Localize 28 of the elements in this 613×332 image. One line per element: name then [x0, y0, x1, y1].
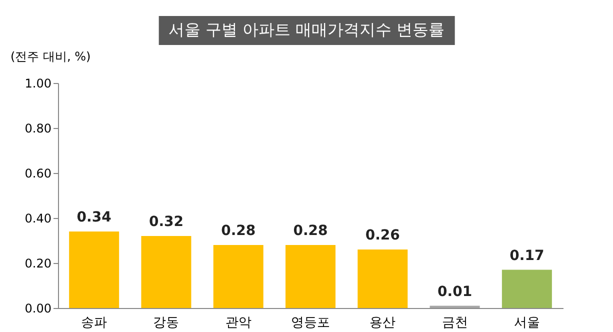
y-tick-label: 0.80 — [24, 122, 52, 136]
data-label: 0.32 — [148, 214, 184, 230]
y-tick-label: 0.40 — [24, 212, 52, 226]
x-tick-label: 송파 — [81, 316, 108, 330]
y-tick-label: 1.00 — [24, 76, 52, 90]
data-label: 0.34 — [76, 210, 112, 226]
y-axis-title: (전주 대비, %) — [10, 50, 91, 64]
x-tick-label: 금천 — [442, 316, 468, 330]
chart-title: 서울 구별 아파트 매매가격지수 변동률 — [158, 16, 455, 45]
y-tick-label: 0.00 — [24, 302, 52, 316]
bar — [502, 270, 552, 308]
data-label: 0.26 — [365, 228, 400, 244]
bar — [286, 245, 336, 308]
x-tick-label: 서울 — [514, 316, 540, 330]
data-label: 0.17 — [510, 248, 544, 264]
x-tick-label: 강동 — [153, 316, 180, 330]
bar — [358, 250, 408, 308]
y-tick-label: 0.20 — [24, 256, 52, 270]
data-label: 0.01 — [438, 284, 472, 300]
x-tick-label: 용산 — [370, 316, 396, 330]
y-tick-label: 0.60 — [24, 166, 52, 180]
bar — [213, 245, 264, 308]
bar — [69, 232, 120, 308]
data-label: 0.28 — [221, 223, 256, 239]
data-label: 0.28 — [293, 223, 328, 239]
x-tick-label: 관악 — [225, 316, 252, 330]
x-tick-label: 영등포 — [291, 316, 330, 330]
bar — [141, 236, 192, 308]
